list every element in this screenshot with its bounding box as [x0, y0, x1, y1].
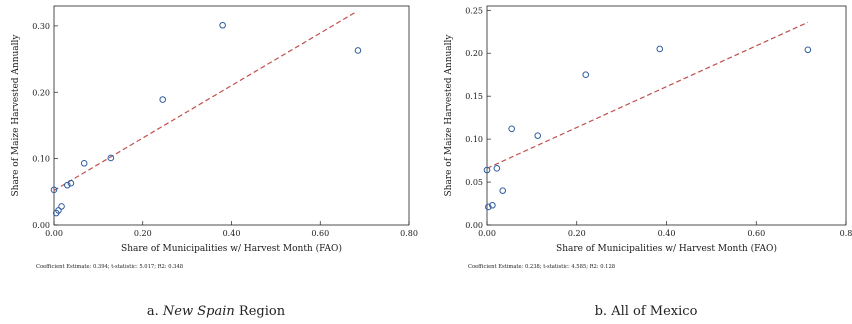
panel-a: 0.00 0.20 0.40 0.60 0.80 0.00 0.10 0.20 0.30 Shar… — [11, 5, 418, 319]
data-point — [499, 187, 507, 194]
caption-italic: New Spain — [162, 304, 235, 319]
x-axis-label: Share of Municipalities w/ Harvest Month… — [556, 243, 777, 254]
x-tick-label: 0.40 — [658, 229, 676, 238]
panel-b: 0.00 0.20 0.40 0.60 0.8 0.00 0.05 0.10 0.15 0.20 0… — [444, 5, 852, 319]
y-tick-label: 0.20 — [32, 88, 50, 97]
y-tick-label: 0.10 — [465, 135, 483, 144]
y-tick-label: 0.25 — [465, 6, 483, 15]
x-tick-label: 0.00 — [478, 229, 496, 238]
caption-suffix: Region — [239, 304, 286, 319]
data-point — [534, 132, 542, 139]
y-tick-label: 0.00 — [32, 221, 50, 230]
y-tick-label: 0.10 — [32, 155, 50, 164]
x-tick-label: 0.80 — [400, 229, 418, 238]
x-tick-label: 0.20 — [134, 229, 152, 238]
data-point — [107, 154, 115, 162]
caption-prefix: b. — [595, 304, 612, 319]
x-tick-label: 0.20 — [568, 229, 586, 238]
fit-line — [486, 21, 809, 169]
data-point — [493, 165, 501, 172]
x-tick-label: 0.60 — [311, 229, 329, 238]
y-axis-label: Share of Maize Harvested Annually — [444, 34, 454, 197]
y-tick-label: 0.30 — [32, 22, 50, 31]
y-tick-label: 0.00 — [465, 221, 483, 230]
plot-frame — [53, 5, 410, 226]
data-point — [80, 159, 88, 167]
y-tick-label: 0.20 — [465, 49, 483, 58]
plot-frame — [486, 5, 847, 226]
y-tick-label: 0.05 — [465, 178, 483, 187]
panel-caption: a. New Spain Region — [147, 304, 286, 319]
y-axis-label: Share of Maize Harvested Annually — [11, 34, 21, 197]
x-axis-label: Share of Municipalities w/ Harvest Month… — [121, 243, 342, 254]
data-point — [58, 203, 65, 210]
data-point — [656, 45, 664, 53]
data-point — [804, 46, 812, 54]
data-point — [489, 201, 496, 209]
data-point — [50, 186, 58, 194]
data-point — [159, 96, 167, 103]
x-tick-label: 0.00 — [45, 229, 63, 238]
fit-line — [53, 10, 358, 192]
data-point — [219, 21, 226, 29]
data-point — [55, 207, 62, 214]
y-tick-label: 0.15 — [465, 92, 483, 101]
x-tick-label: 0.60 — [747, 229, 765, 238]
data-point — [485, 203, 492, 211]
data-point — [67, 179, 75, 187]
caption-suffix: All of Mexico — [610, 304, 697, 319]
regression-note: Coefficient Estimate: 0.394; t-statistic… — [36, 264, 183, 270]
caption-prefix: a. — [147, 304, 163, 319]
x-tick-label: 0.8 — [840, 229, 852, 238]
regression-note: Coefficient Estimate: 0.238; t-statistic… — [468, 264, 615, 270]
data-point — [582, 71, 590, 79]
data-point — [354, 47, 362, 54]
data-point — [64, 181, 71, 189]
data-point — [483, 166, 491, 174]
x-tick-label: 0.40 — [223, 229, 241, 238]
data-point — [508, 125, 515, 133]
panel-caption: b. All of Mexico — [595, 304, 698, 319]
